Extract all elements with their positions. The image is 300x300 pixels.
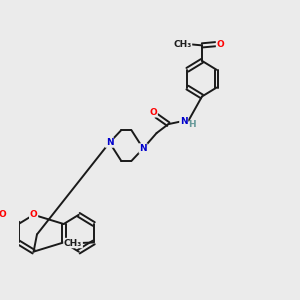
Text: O: O	[149, 108, 157, 117]
Text: CH₃: CH₃	[64, 238, 82, 247]
Text: O: O	[0, 210, 6, 219]
Text: CH₃: CH₃	[173, 40, 191, 49]
Text: N: N	[139, 144, 147, 153]
Text: N: N	[106, 138, 113, 147]
Text: O: O	[217, 40, 224, 49]
Text: H: H	[188, 120, 196, 129]
Text: N: N	[180, 117, 188, 126]
Text: O: O	[30, 210, 38, 219]
